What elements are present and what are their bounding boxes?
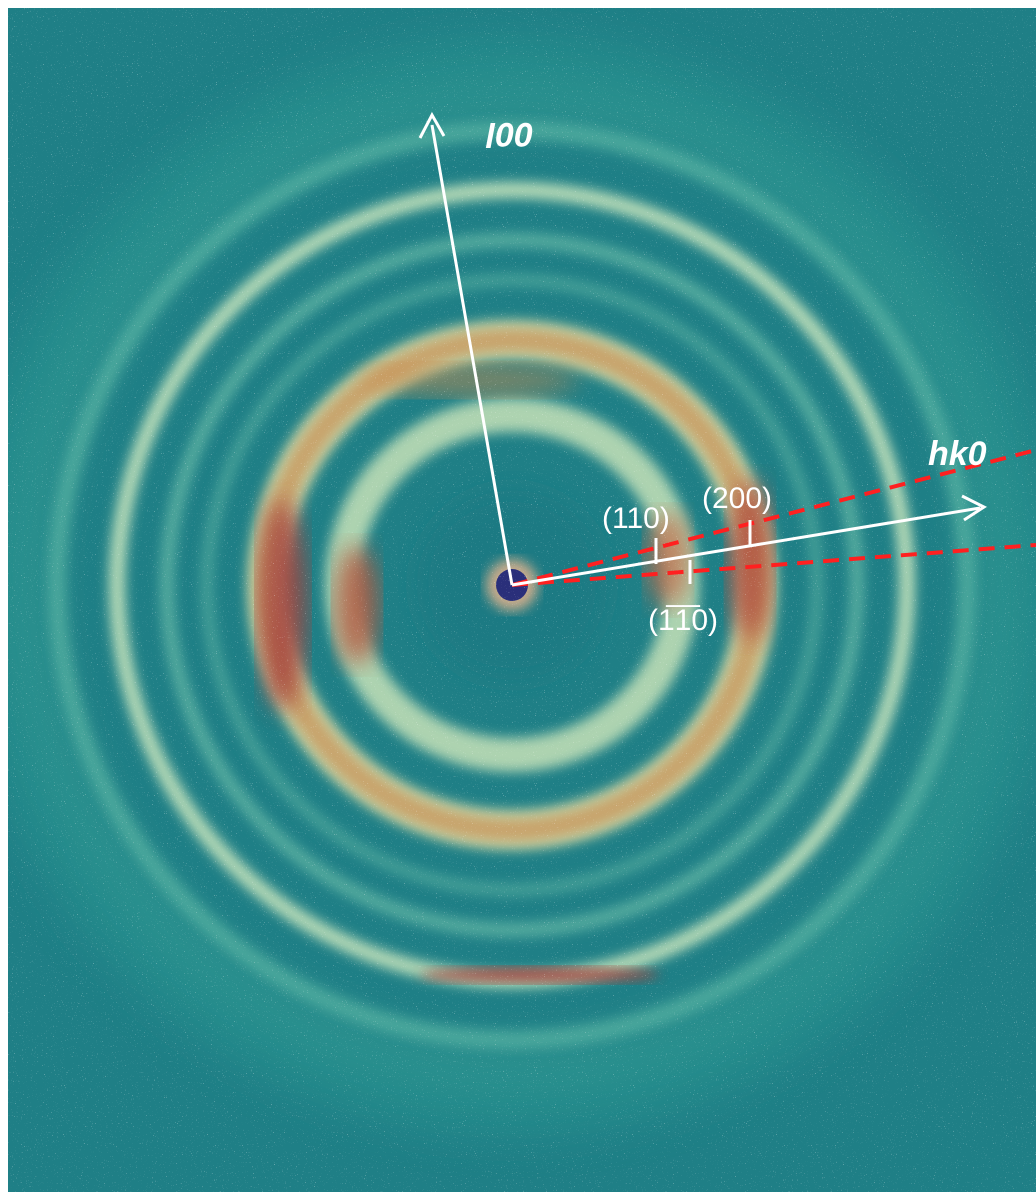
axis-00l [418,111,514,586]
axis-hk0 [511,494,988,587]
arrowhead-right-icon [961,494,988,522]
label-00l: 00l [485,115,534,153]
dashed-line-upper [511,448,1036,587]
arc-left-outer [259,500,307,710]
detector-image [8,8,1036,1192]
dashed-line-lower [511,543,1036,587]
arc-left-inner [335,545,379,665]
label-hk0: hk0 [928,435,987,473]
label-reflection-1-10: (1̅1̅0) [648,604,718,637]
ring-outer-faint [48,121,976,1049]
label-reflection-110: (110) [602,502,670,535]
arc-bottom [420,967,660,983]
ring-2b [160,233,864,937]
arrowhead-up-icon [418,111,446,139]
label-reflection-200: (200) [702,482,772,515]
arc-right-outer [728,480,772,640]
